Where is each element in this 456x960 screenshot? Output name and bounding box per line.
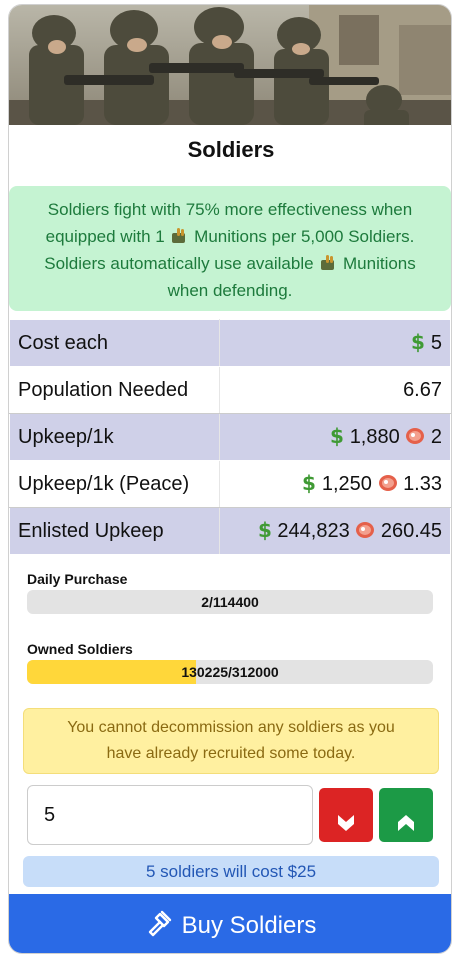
svg-text:$: $	[258, 519, 272, 541]
food-value: 2	[430, 426, 442, 448]
meat-icon	[356, 522, 375, 538]
info-text: equipped with 1	[45, 227, 170, 246]
warning-text: You cannot decommission any soldiers as …	[67, 719, 395, 736]
soldiers-photo	[9, 5, 451, 125]
info-text: Soldiers fight with 75% more effectivene…	[47, 200, 413, 219]
quantity-input[interactable]	[27, 785, 313, 845]
meat-icon	[378, 475, 397, 491]
svg-text:$: $	[411, 331, 425, 353]
info-line-1: Soldiers fight with 75% more effectivene…	[19, 196, 441, 223]
hammer-icon	[148, 910, 171, 937]
dollar-sign-icon: $	[302, 472, 316, 494]
owned-soldiers-progress: 130225/312000	[27, 660, 433, 684]
daily-purchase-label: Daily Purchase	[27, 571, 128, 587]
info-text: Munitions	[338, 254, 416, 273]
chevron-down-icon	[338, 814, 354, 831]
owned-soldiers-text: 130225/312000	[181, 664, 279, 680]
info-text: when defending.	[167, 281, 293, 300]
stat-label: Upkeep/1k (Peace)	[9, 460, 220, 508]
info-line-3: Soldiers automatically use available Mun…	[19, 250, 441, 277]
soldiers-card: Soldiers Soldiers fight with 75% more ef…	[8, 4, 452, 954]
money-value: 1,880	[349, 426, 400, 448]
table-row: Upkeep/1k (Peace) $ 1,250 1.33	[9, 460, 451, 508]
dollar-sign-icon: $	[411, 331, 425, 353]
stats-table: Cost each $ 5 Population Needed 6.67 Upk…	[9, 319, 451, 555]
svg-text:$: $	[330, 425, 344, 447]
stat-label: Cost each	[9, 319, 220, 367]
daily-purchase-progress: 2/114400	[27, 590, 433, 614]
stat-label: Enlisted Upkeep	[9, 507, 220, 555]
warning-text: have already recruited some today.	[106, 745, 356, 762]
munitions-info-box: Soldiers fight with 75% more effectivene…	[9, 186, 451, 311]
stat-value: $ 1,250 1.33	[219, 460, 451, 508]
svg-text:$: $	[302, 472, 316, 494]
table-row: Upkeep/1k $ 1,880 2	[9, 413, 451, 461]
stat-value: $ 244,823 260.45	[219, 507, 451, 555]
dollar-sign-icon: $	[330, 425, 344, 447]
buy-button-label: Buy Soldiers	[181, 912, 317, 939]
table-row: Enlisted Upkeep $ 244,823 260.45	[9, 507, 451, 555]
dollar-sign-icon: $	[258, 519, 272, 541]
info-text: Soldiers automatically use available	[44, 254, 319, 273]
stat-value: $ 5	[219, 319, 451, 367]
info-line-4: when defending.	[19, 277, 441, 304]
stat-label: Population Needed	[9, 366, 220, 414]
decrease-button[interactable]	[319, 788, 373, 842]
owned-soldiers-fill	[27, 660, 197, 684]
stat-value: 6.67	[219, 366, 451, 414]
munitions-icon	[172, 228, 186, 243]
daily-purchase-text: 2/114400	[201, 594, 259, 610]
cost-summary: 5 soldiers will cost $25	[23, 856, 439, 887]
stat-label: Upkeep/1k	[9, 413, 220, 461]
meat-icon	[406, 428, 425, 444]
increase-button[interactable]	[379, 788, 433, 842]
food-value: 260.45	[380, 520, 442, 542]
stat-value: $ 1,880 2	[219, 413, 451, 461]
table-row: Cost each $ 5	[9, 319, 451, 367]
money-value: 5	[430, 332, 442, 354]
table-row: Population Needed 6.67	[9, 366, 451, 414]
owned-soldiers-label: Owned Soldiers	[27, 641, 133, 657]
decommission-warning: You cannot decommission any soldiers as …	[23, 708, 439, 774]
money-value: 1,250	[321, 473, 372, 495]
soldiers-banner-image	[9, 5, 451, 125]
money-value: 244,823	[277, 520, 350, 542]
buy-soldiers-button[interactable]: Buy Soldiers	[9, 894, 451, 953]
food-value: 1.33	[403, 473, 442, 495]
info-text: Munitions per 5,000 Soldiers.	[189, 227, 415, 246]
munitions-icon	[321, 255, 335, 270]
info-line-2: equipped with 1 Munitions per 5,000 Sold…	[19, 223, 441, 250]
chevron-up-icon	[398, 814, 414, 831]
page-title: Soldiers	[187, 137, 275, 162]
